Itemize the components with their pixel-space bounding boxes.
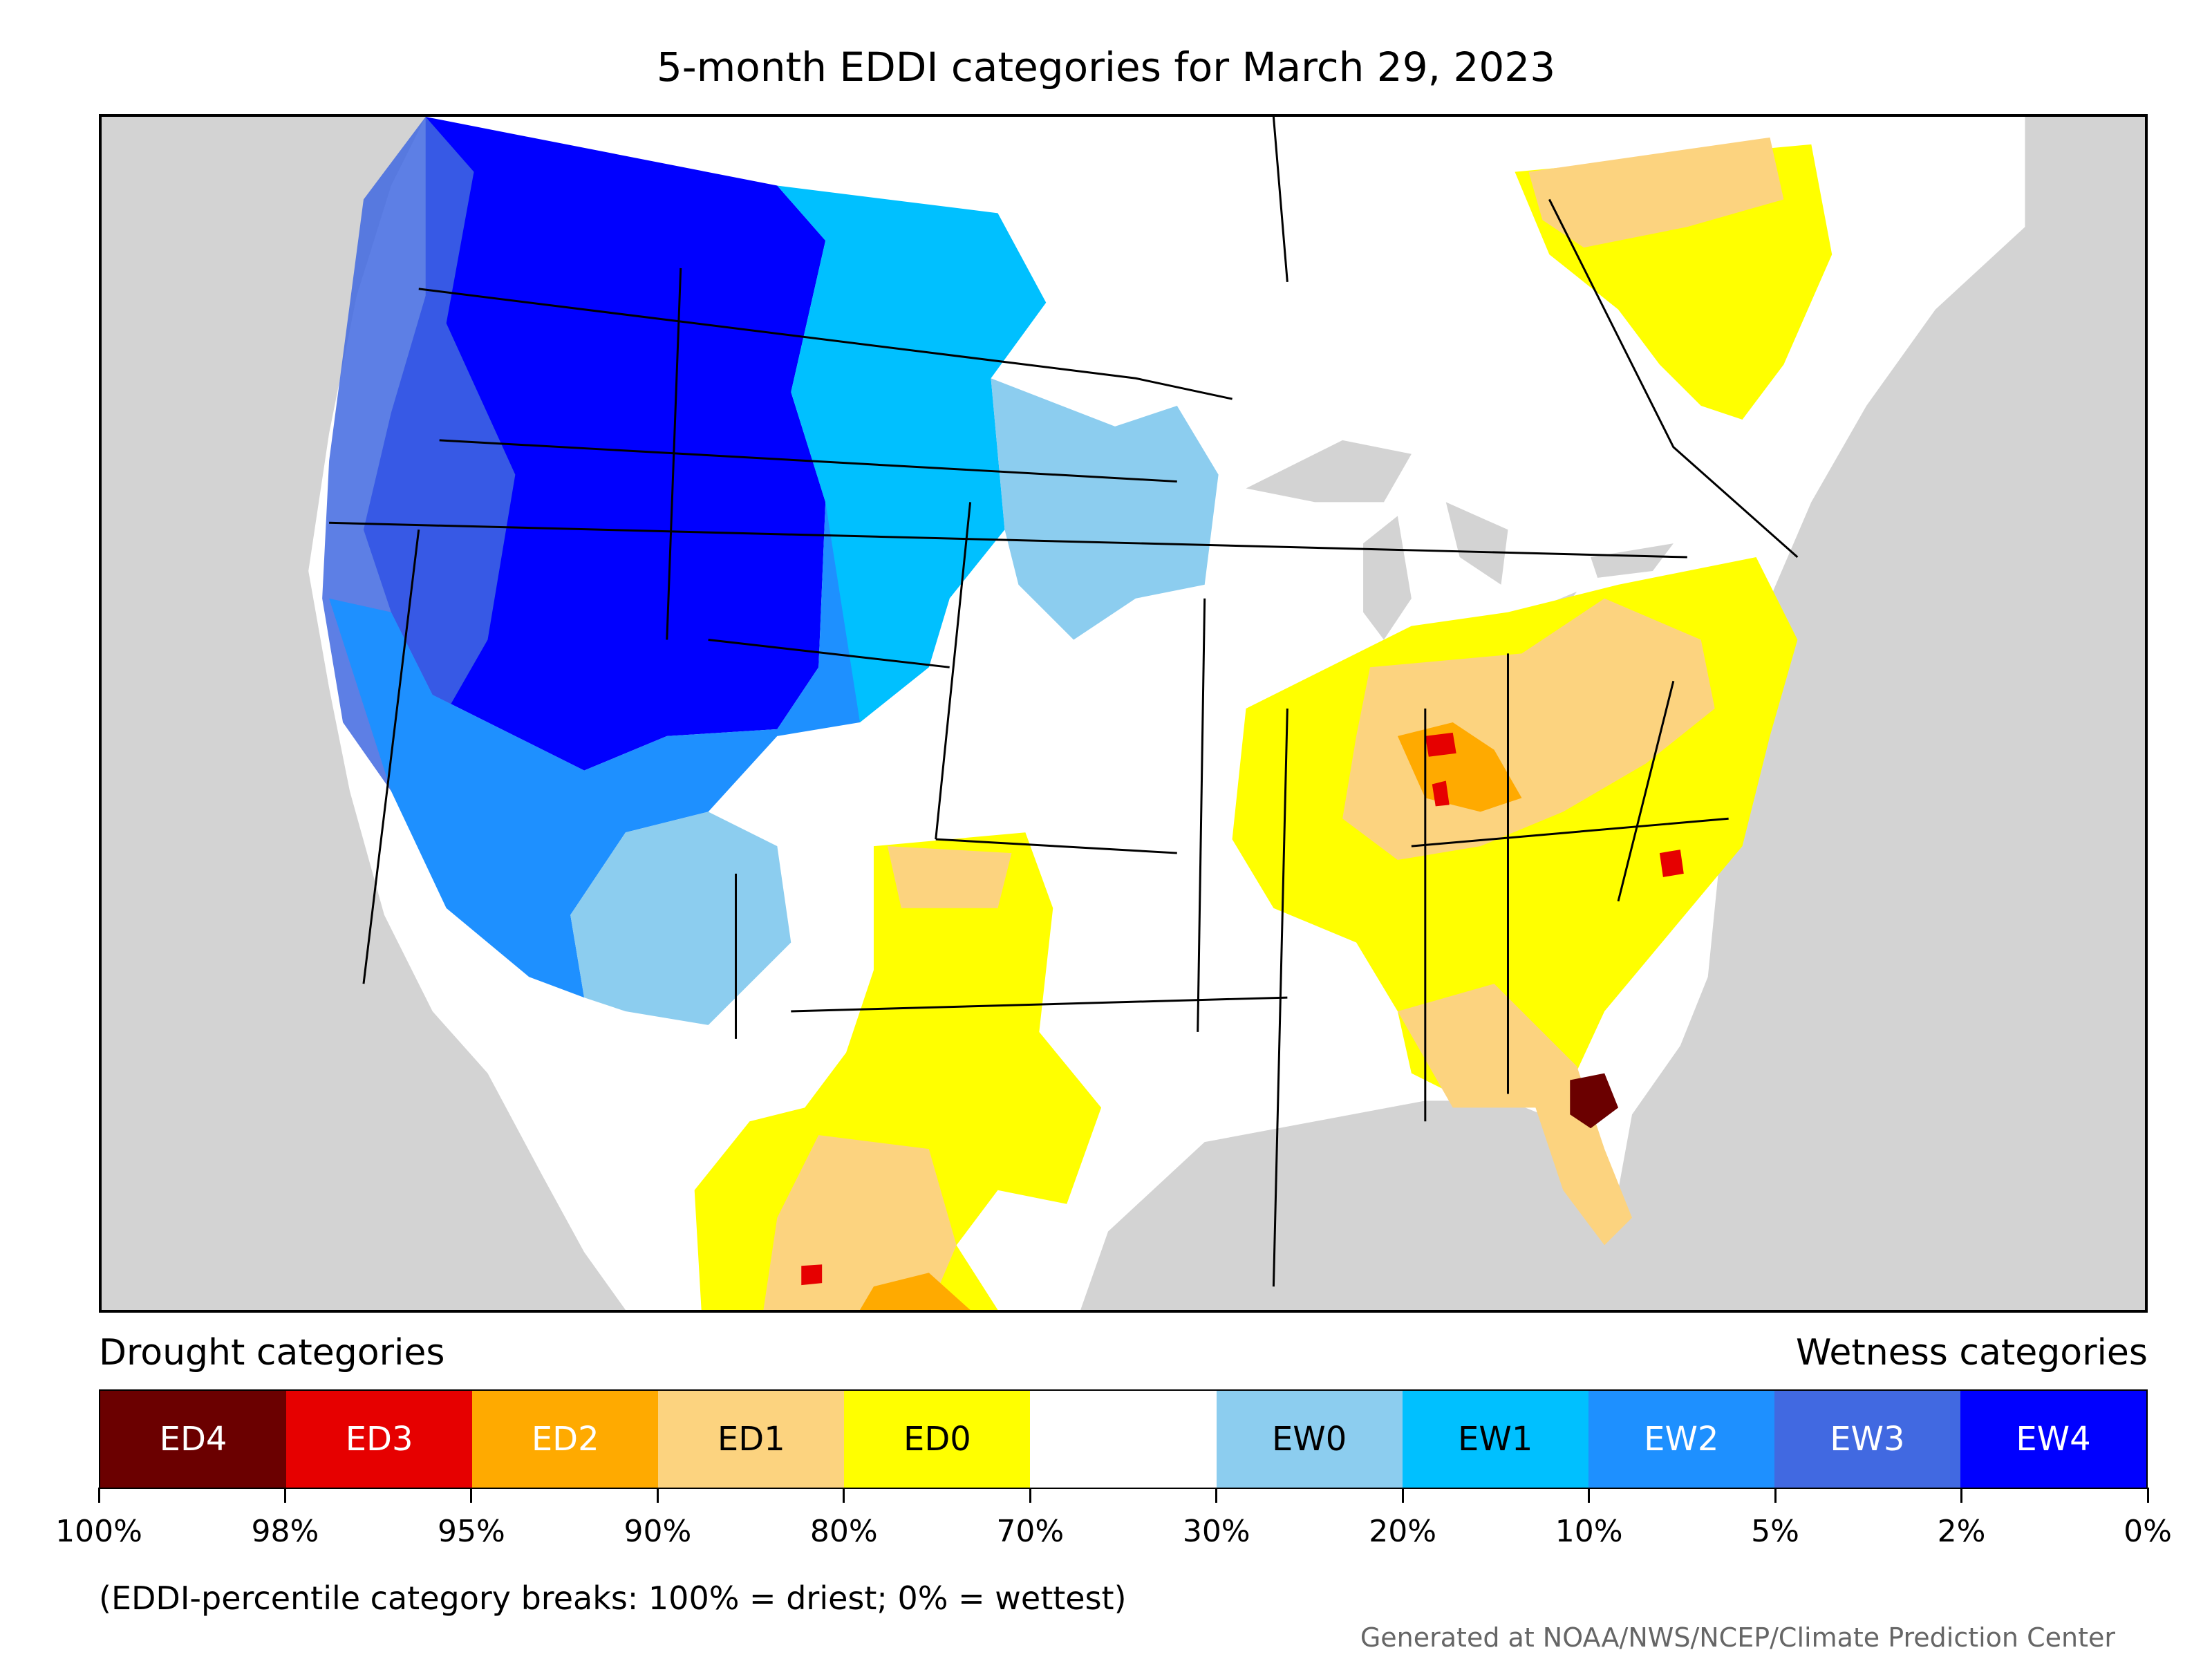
category-neutral (1030, 1391, 1217, 1488)
colorbar-tick-label: 10% (1555, 1514, 1623, 1549)
colorbar-tick (843, 1488, 845, 1503)
generated-credit: Generated at NOAA/NWS/NCEP/Climate Predi… (1360, 1622, 2115, 1653)
category-ed1: ED1 (658, 1391, 845, 1488)
category-ed3: ED3 (286, 1391, 473, 1488)
region-ew0 (570, 378, 1219, 1025)
category-ed4: ED4 (100, 1391, 287, 1488)
region-ed1-north (1528, 137, 1784, 248)
colorbar-tick-label: 95% (438, 1514, 505, 1549)
lake-superior (1246, 440, 1412, 503)
colorbar-tick (97, 1488, 100, 1503)
colorbar-tick-label: 5% (1751, 1514, 1799, 1549)
region-ed2-texas (860, 1273, 971, 1310)
region-ed1-southeast (1397, 984, 1633, 1246)
lake-ontario (1591, 543, 1674, 578)
eddi-map (99, 114, 2148, 1313)
colorbar-tick-label: 30% (1182, 1514, 1250, 1549)
category-colorbar: ED4 ED3 ED2 ED1 ED0 EW0 EW1 EW2 EW3 EW4 (99, 1389, 2148, 1489)
political-borders (329, 117, 1799, 1287)
colorbar-tick (2146, 1488, 2149, 1503)
category-ew2: EW2 (1588, 1391, 1774, 1488)
colorbar-tick (1960, 1488, 1963, 1503)
colorbar-tick-label: 80% (809, 1514, 878, 1549)
region-ed1-texas (763, 846, 1012, 1310)
lake-michigan (1363, 516, 1412, 640)
colorbar-tick (1774, 1488, 1777, 1503)
colorbar-tick-label: 20% (1369, 1514, 1437, 1549)
region-ed4-florida (1570, 1073, 1619, 1129)
colorbar-tick (656, 1488, 659, 1503)
colorbar-tick-label: 100% (55, 1514, 142, 1549)
map-canvas (308, 117, 2025, 1310)
colorbar-tick-label: 90% (624, 1514, 692, 1549)
category-ew0: EW0 (1216, 1391, 1403, 1488)
category-ew1: EW1 (1402, 1391, 1588, 1488)
region-ew2 (329, 502, 950, 998)
colorbar-tick-label: 2% (1937, 1514, 1986, 1549)
region-ew1 (777, 185, 1047, 722)
colorbar-tick (1588, 1488, 1591, 1503)
category-ew3: EW3 (1774, 1391, 1960, 1488)
colorbar-tick (283, 1488, 286, 1503)
colorbar-tick-label: 70% (996, 1514, 1065, 1549)
drought-categories-heading: Drought categories (99, 1332, 445, 1374)
category-ed0: ED0 (844, 1391, 1031, 1488)
category-ew4: EW4 (1960, 1391, 2147, 1488)
map-title: 5-month EDDI categories for March 29, 20… (656, 44, 1556, 91)
category-ed2: ED2 (472, 1391, 659, 1488)
colorbar-tick-label: 0% (2124, 1514, 2172, 1549)
colorbar-tick (1215, 1488, 1218, 1503)
category-breaks-footnote: (EDDI-percentile category breaks: 100% =… (99, 1580, 1127, 1617)
colorbar-tick-label: 98% (251, 1514, 319, 1549)
wetness-categories-heading: Wetness categories (1796, 1332, 2148, 1374)
colorbar-tick (1401, 1488, 1404, 1503)
colorbar-tick (470, 1488, 473, 1503)
colorbar-tick (1029, 1488, 1031, 1503)
lake-huron (1445, 502, 1508, 585)
